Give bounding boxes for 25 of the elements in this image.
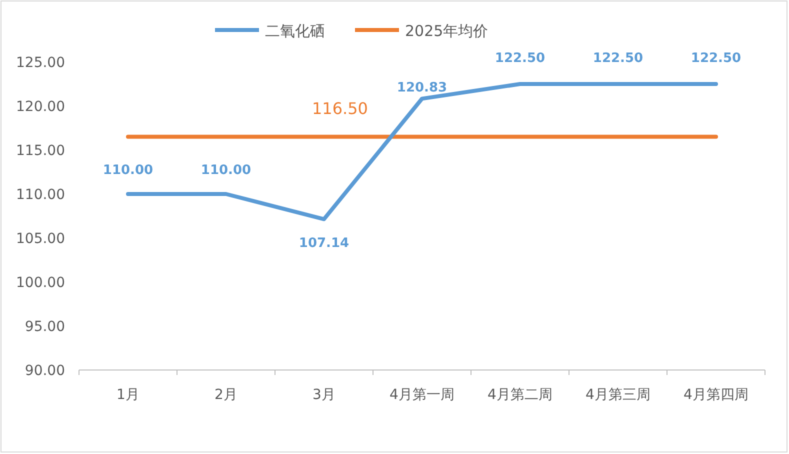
y-tick-label: 100.00 — [16, 275, 65, 291]
y-tick-label: 95.00 — [24, 319, 65, 335]
x-tick-label: 4月第三周 — [586, 387, 650, 403]
x-tick-label: 4月第四周 — [684, 387, 748, 403]
x-tick-label: 3月 — [312, 387, 336, 403]
data-label: 110.00 — [102, 163, 154, 178]
data-label: 107.14 — [298, 236, 350, 252]
x-tick-label: 2月 — [214, 387, 238, 403]
y-tick-label: 125.00 — [16, 55, 65, 71]
y-tick-label: 105.00 — [16, 231, 65, 247]
y-tick-label: 115.00 — [16, 143, 65, 159]
data-label: 122.50 — [592, 51, 644, 66]
y-tick-label: 110.00 — [16, 187, 65, 203]
x-tick-label: 4月第一周 — [390, 387, 454, 403]
x-tick-label: 4月第二周 — [488, 387, 552, 403]
data-label: 122.50 — [494, 51, 546, 66]
legend-label: 2025年均价 — [405, 22, 488, 40]
data-label: 120.83 — [396, 80, 448, 96]
x-tick-label: 1月 — [116, 387, 140, 403]
data-label: 110.00 — [200, 163, 252, 178]
y-tick-label: 120.00 — [16, 99, 65, 115]
legend-label: 二氧化硒 — [265, 22, 325, 40]
data-label: 122.50 — [690, 51, 742, 66]
y-tick-label: 90.00 — [24, 363, 65, 379]
data-label: 116.50 — [312, 98, 368, 118]
